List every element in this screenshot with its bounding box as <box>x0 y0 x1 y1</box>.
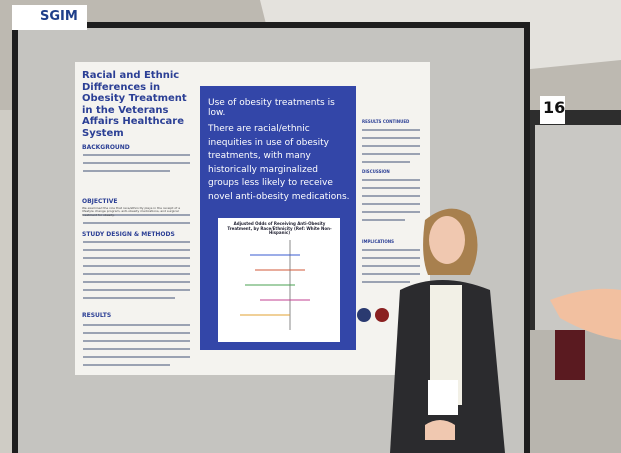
section-heading: STUDY DESIGN & METHODS <box>82 231 175 238</box>
section-heading: BACKGROUND <box>82 144 130 151</box>
figure-title: Adjusted Odds of Receiving Anti-Obesity … <box>227 221 332 236</box>
section-heading: RESULTS <box>82 312 112 319</box>
sign-logo: SGIM <box>40 9 78 24</box>
section-heading: OBJECTIVE <box>82 198 118 205</box>
section-heading: IMPLICATIONS <box>362 239 395 244</box>
key-finding: There are racial/ethnic inequities in us… <box>208 124 350 202</box>
objective-text: We examined the role that race/ethnicity… <box>82 206 181 217</box>
booth-number: 16 <box>543 98 566 117</box>
headline: Use of obesity treatments is low. <box>208 98 335 119</box>
section-heading: RESULTS CONTINUED <box>362 119 410 124</box>
poster-title: Racial and Ethnic Differences in Obesity… <box>82 70 187 139</box>
section-heading: DISCUSSION <box>362 169 390 174</box>
